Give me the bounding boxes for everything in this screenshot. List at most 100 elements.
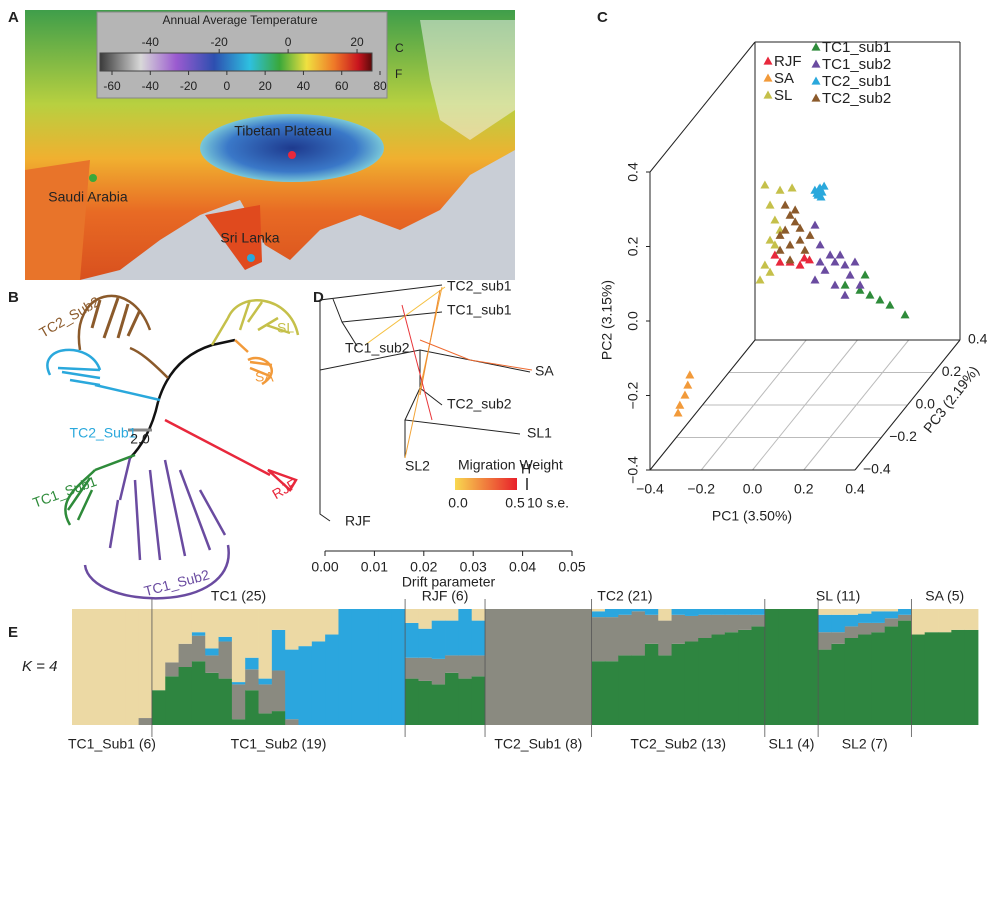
bar-segment <box>765 609 779 725</box>
bar-segment <box>672 644 686 725</box>
bar-segment <box>259 713 273 725</box>
se-label: 10 s.e. <box>527 495 569 511</box>
bar-segment <box>259 679 273 685</box>
bar-segment <box>152 609 166 690</box>
clade-label: TC2_Sub2 <box>36 293 102 340</box>
bar-segment <box>618 609 632 615</box>
bar-segment <box>472 655 486 676</box>
bar-segment <box>672 615 686 644</box>
clade-label: TC1_Sub2 <box>142 566 211 599</box>
panel-label: A <box>8 9 19 26</box>
bar-segment <box>685 609 699 616</box>
bar-segment <box>165 609 179 662</box>
legend-marker <box>812 60 821 68</box>
colorbar-tick-label: -40 <box>142 79 160 93</box>
bar-segment <box>299 646 313 725</box>
bar-segment <box>458 609 472 655</box>
colorbar-tick-label: -20 <box>180 79 198 93</box>
bar-segment <box>432 659 446 685</box>
bar-segment <box>618 655 632 725</box>
bar-segment <box>578 609 592 725</box>
bar-segment <box>245 609 259 658</box>
bar-segment <box>658 655 672 725</box>
point <box>836 250 845 258</box>
bar-segment <box>139 718 153 725</box>
marker <box>288 151 296 159</box>
point <box>875 295 884 303</box>
bar-segment <box>219 679 233 725</box>
x-tick-label: 0.4 <box>845 481 865 497</box>
bar-segment <box>259 684 273 713</box>
place-label: Sri Lanka <box>220 230 279 246</box>
bar-segment <box>885 626 899 725</box>
bar-segment <box>632 655 646 725</box>
bar-segment <box>179 644 193 667</box>
point <box>856 281 865 289</box>
bar-segment <box>485 609 499 725</box>
legend-title: Migration Weight <box>458 457 563 473</box>
point <box>865 291 874 299</box>
bar-segment <box>152 690 166 725</box>
bar-segment <box>858 614 872 623</box>
point <box>901 310 910 318</box>
x-tick-label: 0.04 <box>509 559 536 575</box>
bar-segment <box>272 711 286 725</box>
bar-segment <box>85 609 99 725</box>
leaf-label: SA <box>535 363 554 379</box>
bar-segment <box>552 609 566 725</box>
point <box>840 291 849 299</box>
bar-segment <box>712 615 726 635</box>
bar-segment <box>845 638 859 725</box>
branch <box>320 285 442 521</box>
bar-segment <box>418 609 432 629</box>
legend-tick-label: 0.5 <box>505 495 525 511</box>
migration-scale <box>455 478 517 490</box>
bar-segment <box>951 609 965 630</box>
map: Annual Average Temperature C F Tibetan P… <box>25 10 515 280</box>
bar-segment <box>818 650 832 725</box>
bar-segment <box>698 638 712 725</box>
leaf-label: TC1_sub1 <box>447 302 512 318</box>
y-axis-label: PC2 (3.15%) <box>599 280 615 360</box>
legend-tick-label: 0.0 <box>448 495 468 511</box>
legend-label: TC1_sub2 <box>822 56 891 73</box>
legend-label: SL <box>774 87 792 104</box>
bar-segment <box>338 609 352 725</box>
bar-segment <box>219 637 233 642</box>
branch <box>333 299 442 322</box>
marker <box>247 254 255 262</box>
bar-segment <box>605 661 619 725</box>
bar-segment <box>685 641 699 725</box>
k-label: K = 4 <box>22 658 57 675</box>
panel-label: B <box>8 289 19 306</box>
bar-segment <box>418 629 432 658</box>
panel-label: C <box>597 9 608 26</box>
z-tick-label: 0.4 <box>968 331 988 347</box>
bar-segment <box>392 609 406 725</box>
unit-label: F <box>395 67 402 81</box>
bar-segment <box>898 615 912 621</box>
bar-segment <box>458 679 472 725</box>
point <box>788 183 797 191</box>
point <box>760 261 769 269</box>
bar-segment <box>911 635 925 725</box>
panel-label: E <box>8 624 18 641</box>
bar-segment <box>805 609 819 725</box>
bar-segment <box>632 611 646 655</box>
bar-segment <box>72 609 86 725</box>
colorbar-tick-label: -60 <box>103 79 121 93</box>
bar-segment <box>445 655 459 672</box>
bar-segment <box>472 609 486 621</box>
bar-segment <box>538 609 552 725</box>
bar-segment <box>205 673 219 725</box>
x-tick-label: 0.0 <box>743 481 763 497</box>
bar-segment <box>125 609 139 725</box>
bar-segment <box>272 670 286 711</box>
legend-label: TC2_sub2 <box>822 90 891 107</box>
marker <box>89 174 97 182</box>
branch <box>158 340 235 402</box>
phylogeny <box>47 296 298 598</box>
bar-segment <box>618 615 632 656</box>
bar-segment <box>858 635 872 725</box>
bar-segment <box>818 615 832 632</box>
